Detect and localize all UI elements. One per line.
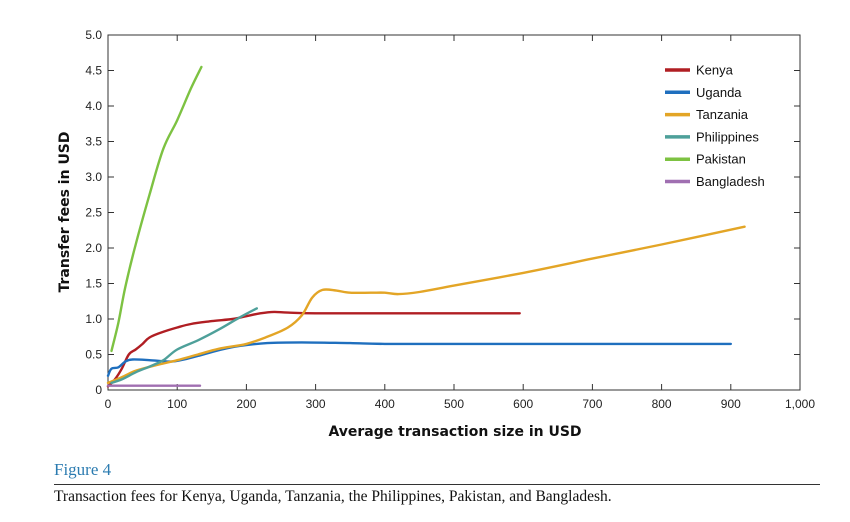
x-tick-label: 500 <box>444 397 464 411</box>
y-axis-title: Transfer fees in USD <box>57 131 73 292</box>
x-tick-label: 0 <box>105 397 112 411</box>
legend-label-pakistan: Pakistan <box>696 152 746 167</box>
legend-label-philippines: Philippines <box>696 129 759 144</box>
line-chart: 0 100 200 300 400 500 600 700 800 900 1,000 0 0.5 1.0… <box>57 28 815 440</box>
x-tick-label: 100 <box>167 397 187 411</box>
y-tick-label: 0.5 <box>85 348 102 362</box>
figure-label: Figure 4 <box>54 460 112 479</box>
series-line-kenya <box>106 310 521 388</box>
x-tick-label: 1,000 <box>785 397 815 411</box>
y-tick-label: 5.0 <box>85 28 102 42</box>
y-tick-label: 3.5 <box>85 135 102 149</box>
series-line-tanzania <box>106 225 746 385</box>
caption-divider <box>54 484 820 485</box>
x-axis-title: Average transaction size in USD <box>328 424 581 440</box>
x-tick-label: 800 <box>652 397 672 411</box>
x-tick-label: 900 <box>721 397 741 411</box>
x-tick-label: 700 <box>582 397 602 411</box>
y-tick-label: 3.0 <box>85 170 102 184</box>
x-tick-label: 400 <box>375 397 395 411</box>
y-tick-label: 1.5 <box>85 277 102 291</box>
y-tick-label: 1.0 <box>85 312 102 326</box>
y-tick-label: 0 <box>95 383 102 397</box>
x-tick-label: 200 <box>236 397 256 411</box>
legend-box <box>658 55 770 195</box>
series-line-philippines <box>110 307 258 385</box>
y-tick-label: 4.5 <box>85 64 102 78</box>
y-tick-label: 4.0 <box>85 99 102 113</box>
y-tick-label: 2.5 <box>85 206 102 220</box>
x-tick-label: 300 <box>306 397 326 411</box>
legend-label-uganda: Uganda <box>696 85 742 100</box>
legend-label-kenya: Kenya <box>696 63 734 78</box>
series-line-pakistan <box>110 65 203 353</box>
y-tick-label: 2.0 <box>85 241 102 255</box>
x-tick-label: 600 <box>513 397 533 411</box>
legend-label-bangladesh: Bangladesh <box>696 174 765 189</box>
series-line-uganda <box>106 341 732 377</box>
legend-label-tanzania: Tanzania <box>696 107 749 122</box>
figure-caption: Transaction fees for Kenya, Uganda, Tanz… <box>54 488 612 505</box>
